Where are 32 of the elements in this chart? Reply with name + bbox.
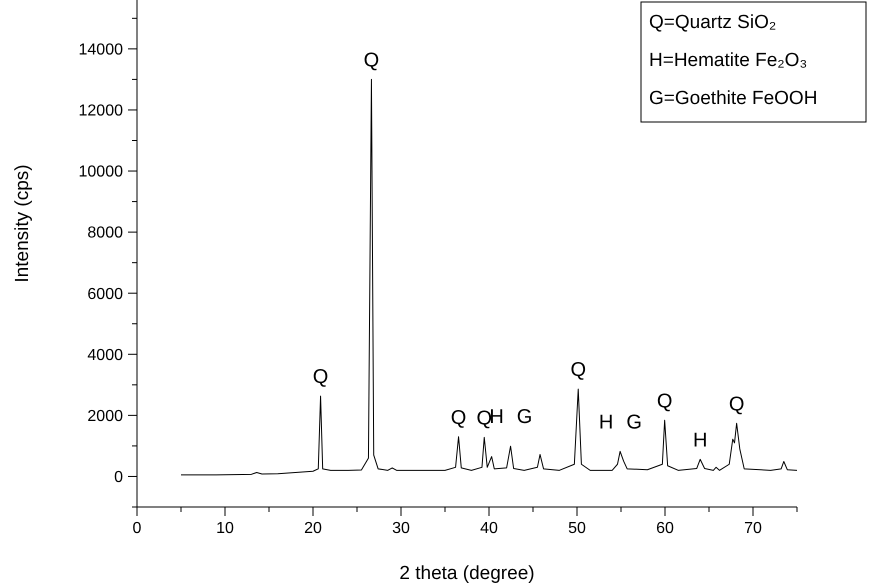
annotation: Q — [312, 366, 328, 388]
x-tick-label: 10 — [216, 520, 234, 537]
x-tick-label: 30 — [392, 520, 410, 537]
annotation: Q — [570, 359, 586, 382]
x-tick-label: 20 — [304, 520, 322, 537]
annotation: H=Hematite Fe₂O₃ — [649, 50, 808, 71]
y-tick-label: 0 — [114, 469, 124, 486]
y-tick-label: 6000 — [87, 286, 124, 303]
annotation: Q — [728, 393, 744, 416]
y-tick-label: 4000 — [87, 346, 124, 364]
x-axis-title: 2 theta (degree) — [399, 563, 535, 584]
x-tick-label: 70 — [744, 520, 762, 537]
y-tick-label: 14000 — [78, 41, 124, 58]
x-tick-label: 60 — [656, 520, 674, 537]
y-axis-title: Intensity (cps) — [12, 164, 33, 283]
x-tick-label: 0 — [132, 520, 142, 537]
annotation: Q=Quartz SiO₂ — [649, 12, 776, 33]
x-tick-label: 40 — [480, 520, 498, 537]
y-tick-label: 10000 — [78, 164, 124, 181]
y-tick-label: 8000 — [87, 224, 124, 242]
annotation: Q — [476, 407, 492, 430]
y-tick-label: 2000 — [87, 408, 124, 425]
x-tick-label: 50 — [568, 520, 586, 537]
y-tick-label: 12000 — [78, 102, 124, 120]
annotation: H — [598, 411, 614, 434]
annotation: Q — [364, 49, 380, 72]
annotation: G — [626, 411, 642, 434]
annotation: H — [692, 429, 708, 452]
annotation: G=Goethite FeOOH — [649, 88, 818, 109]
annotation: G — [516, 406, 532, 428]
annotation: Q — [450, 406, 466, 429]
annotation: Q — [656, 390, 672, 412]
